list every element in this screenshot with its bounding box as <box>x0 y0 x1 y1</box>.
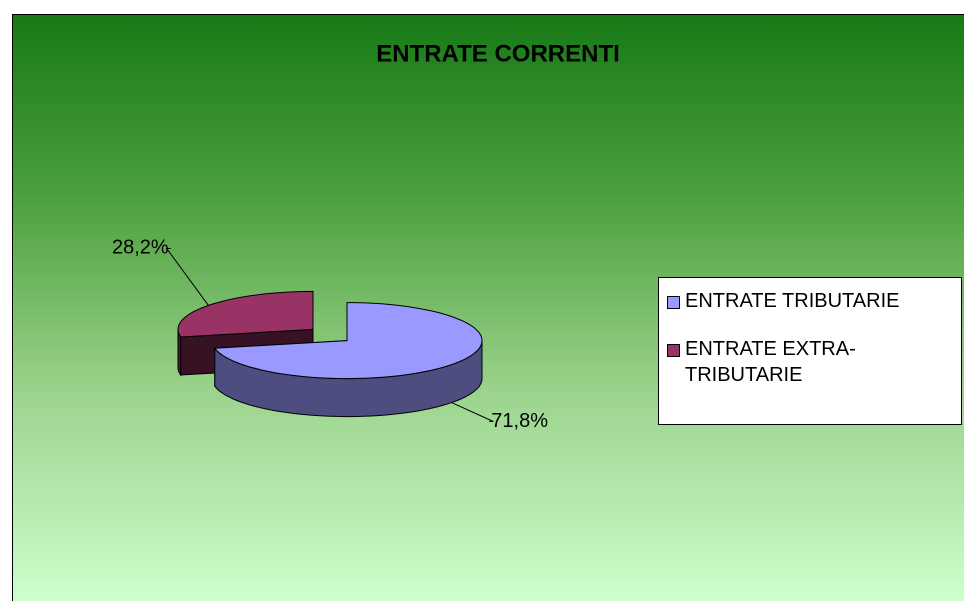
chart-title: ENTRATE CORRENTI <box>376 40 620 67</box>
legend-label: ENTRATE TRIBUTARIE <box>685 290 900 312</box>
legend-item: ENTRATE EXTRA-TRIBUTARIE <box>667 336 953 388</box>
slice <box>213 302 483 380</box>
legend: ENTRATE TRIBUTARIE ENTRATE EXTRA-TRIBUTAR… <box>658 277 962 425</box>
data-label: 71,8% <box>491 410 548 432</box>
legend-swatch <box>667 296 680 309</box>
legend-swatch <box>667 344 680 357</box>
leader-line <box>165 248 209 306</box>
legend-label: ENTRATE EXTRA-TRIBUTARIE <box>685 338 856 386</box>
slice <box>177 290 314 338</box>
data-label: 28,2% <box>112 237 169 259</box>
legend-item: ENTRATE TRIBUTARIE <box>667 288 953 314</box>
leader-line <box>451 402 494 422</box>
